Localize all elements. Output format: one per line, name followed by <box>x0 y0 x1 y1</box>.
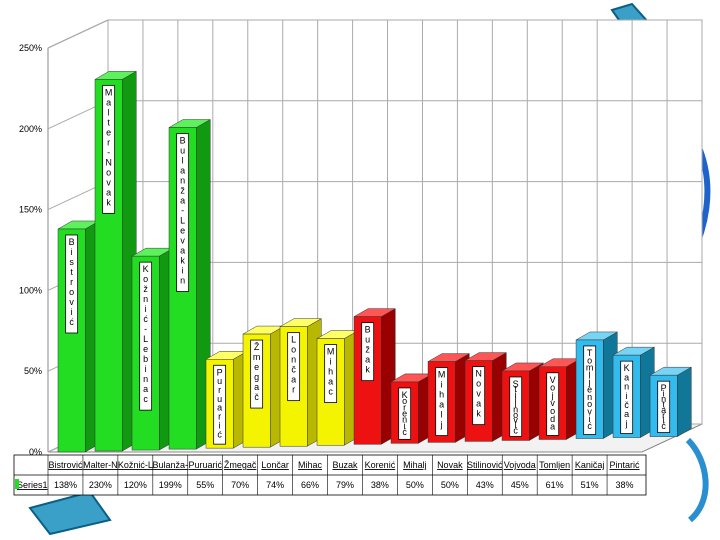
x-tick-label: Novak <box>437 460 463 470</box>
x-tick-label: Bulanža- <box>153 460 189 470</box>
x-tick-label: Kaničaj <box>575 460 605 470</box>
data-label: 55% <box>196 480 214 490</box>
data-label: 50% <box>406 480 424 490</box>
x-tick-label: Lončar <box>261 460 289 470</box>
data-label: 120% <box>124 480 147 490</box>
series-name: Series1 <box>17 480 48 490</box>
x-tick-label: Puruarić <box>188 460 222 470</box>
bar-label-box <box>102 84 116 214</box>
data-label: 74% <box>266 480 284 490</box>
x-tick-label: Malter-N <box>83 460 118 470</box>
x-tick-label: Vojvoda <box>504 460 536 470</box>
data-label: 43% <box>476 480 494 490</box>
data-label: 51% <box>581 480 599 490</box>
data-label: 79% <box>336 480 354 490</box>
bar-label-box <box>472 366 486 426</box>
x-tick-label: Bistrović <box>48 460 83 470</box>
data-label: 61% <box>546 480 564 490</box>
bar-label-box <box>213 364 227 445</box>
y-tick-label: 0% <box>29 447 42 457</box>
bar-label-box <box>620 360 634 434</box>
y-tick-label: 50% <box>24 366 42 376</box>
bar-label-box <box>398 387 412 440</box>
gridline-side <box>47 19 109 49</box>
y-tick-label: 150% <box>19 205 42 215</box>
x-tick-label: Buzak <box>332 460 358 470</box>
x-tick-label: Žmegač <box>224 460 257 470</box>
x-tick-label: Pintarić <box>610 460 641 470</box>
legend-swatch <box>15 479 19 489</box>
bar-label-box <box>509 376 523 437</box>
y-tick-label: 100% <box>19 285 42 295</box>
bar-label-box <box>583 345 597 435</box>
data-label: 138% <box>54 480 77 490</box>
data-label: 38% <box>616 480 634 490</box>
x-tick-label: Stilinović <box>467 460 503 470</box>
data-label: 66% <box>301 480 319 490</box>
y-tick-label: 250% <box>19 43 42 53</box>
data-label: 38% <box>371 480 389 490</box>
data-label: 70% <box>231 480 249 490</box>
bar-label-box <box>250 339 264 409</box>
bar-label-box <box>176 133 190 292</box>
bar-label-box <box>657 380 671 433</box>
bar-label-box <box>139 261 153 411</box>
x-tick-label: Tomljen <box>539 460 570 470</box>
bar-label-box <box>287 332 301 402</box>
bar-label-box <box>435 367 449 436</box>
x-tick-label: Mihalj <box>403 460 427 470</box>
data-label: 45% <box>511 480 529 490</box>
y-tick-label: 200% <box>19 124 42 134</box>
x-tick-label: Mihac <box>298 460 323 470</box>
bar-label-box <box>324 344 338 404</box>
data-label: 50% <box>441 480 459 490</box>
x-tick-label: Kožnić-L <box>118 460 153 470</box>
x-tick-label: Korenić <box>365 460 396 470</box>
bar-label-box <box>361 322 375 382</box>
bar-label-box <box>65 234 79 334</box>
data-label: 199% <box>159 480 182 490</box>
bar-label-box <box>546 372 560 436</box>
bar-side <box>677 366 692 438</box>
data-label: 230% <box>89 480 112 490</box>
